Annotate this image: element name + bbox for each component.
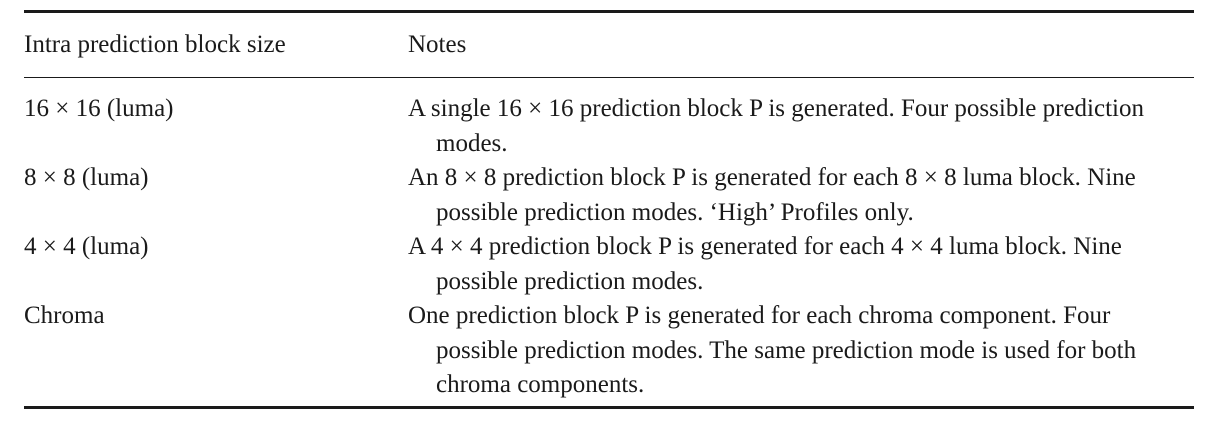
block-size-cell: 4 × 4 (luma): [24, 233, 149, 260]
block-size-cell: 8 × 8 (luma): [24, 164, 149, 191]
intra-prediction-table: Intra prediction block size Notes 16 × 1…: [24, 10, 1194, 409]
bottom-rule: [24, 406, 1194, 409]
table-header-row: Intra prediction block size Notes: [24, 28, 1194, 63]
notes-cell: A single 16 × 16 prediction block P is g…: [408, 95, 1144, 157]
table-row: Chroma One prediction block P is generat…: [24, 299, 1194, 403]
notes-cell: An 8 × 8 prediction block P is generated…: [408, 164, 1136, 226]
block-size-cell: 16 × 16 (luma): [24, 95, 174, 122]
notes-cell: A 4 × 4 prediction block P is generated …: [408, 233, 1122, 295]
table-row: 8 × 8 (luma) An 8 × 8 prediction block P…: [24, 161, 1194, 230]
top-rule: [24, 10, 1194, 13]
header-rule: [24, 76, 1194, 78]
header-notes: Notes: [408, 31, 467, 58]
table-row: 4 × 4 (luma) A 4 × 4 prediction block P …: [24, 230, 1194, 299]
block-size-cell: Chroma: [24, 302, 105, 329]
table-body: 16 × 16 (luma) A single 16 × 16 predicti…: [24, 92, 1194, 403]
header-block-size: Intra prediction block size: [24, 31, 286, 58]
table-row: 16 × 16 (luma) A single 16 × 16 predicti…: [24, 92, 1194, 161]
notes-cell: One prediction block P is generated for …: [408, 302, 1137, 398]
